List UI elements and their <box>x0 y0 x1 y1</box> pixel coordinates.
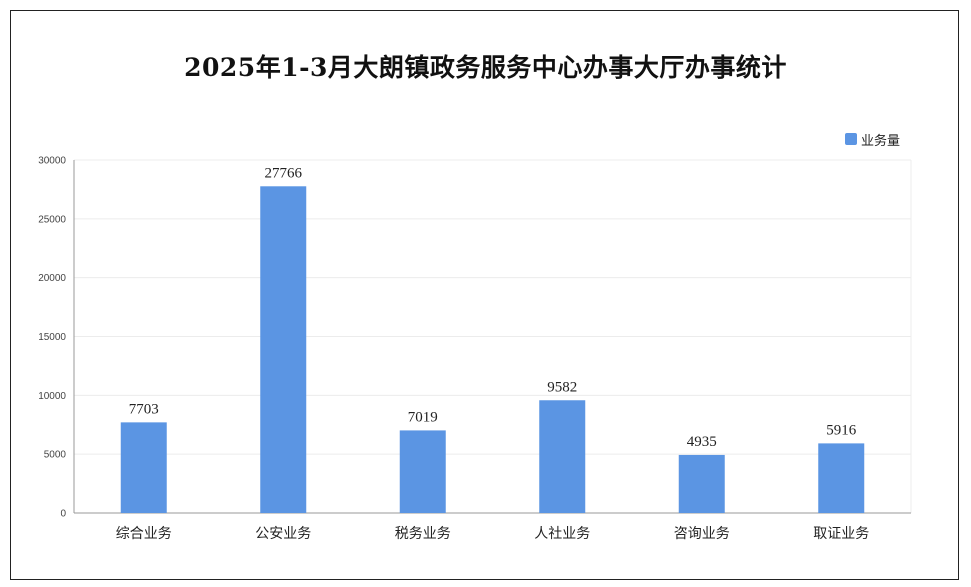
bar[interactable] <box>120 422 167 513</box>
chart-title: 2025年1-3月大朗镇政务服务中心办事大厅办事统计 <box>184 53 787 82</box>
x-tick-label: 咨询业务 <box>674 526 730 542</box>
gridlines <box>74 159 912 514</box>
data-label: 4935 <box>687 434 717 450</box>
y-tick-label: 10000 <box>38 391 66 402</box>
bar[interactable] <box>399 430 446 513</box>
bar[interactable] <box>818 443 865 513</box>
axes: 0 5000 10000 15000 20000 25000 30000 综合业务 公安业务 税务… <box>38 156 911 542</box>
y-tick-label: 30000 <box>38 156 66 167</box>
legend-swatch <box>845 133 857 145</box>
data-labels: 7703 27766 7019 9582 4935 5916 <box>129 165 857 450</box>
x-tick-label: 公安业务 <box>255 526 311 542</box>
y-tick-label: 0 <box>60 509 66 520</box>
bar[interactable] <box>678 454 725 513</box>
bars <box>120 186 865 513</box>
data-label: 7019 <box>408 409 438 425</box>
x-tick-label: 税务业务 <box>395 526 451 542</box>
data-label: 5916 <box>826 422 857 438</box>
legend[interactable]: 业务量 <box>845 130 901 149</box>
data-label: 7703 <box>129 401 159 417</box>
bar[interactable] <box>260 186 307 513</box>
x-tick-label: 综合业务 <box>116 526 172 542</box>
y-tick-label: 25000 <box>38 214 66 225</box>
y-tick-label: 20000 <box>38 273 66 284</box>
data-label: 27766 <box>265 165 303 181</box>
x-tick-label: 取证业务 <box>813 526 869 542</box>
y-tick-label: 5000 <box>44 450 67 461</box>
legend-label: 业务量 <box>861 133 901 149</box>
bar[interactable] <box>539 400 586 513</box>
y-tick-label: 15000 <box>38 332 66 343</box>
chart-frame <box>10 10 959 580</box>
x-tick-label: 人社业务 <box>534 526 590 542</box>
data-label: 9582 <box>547 379 577 395</box>
